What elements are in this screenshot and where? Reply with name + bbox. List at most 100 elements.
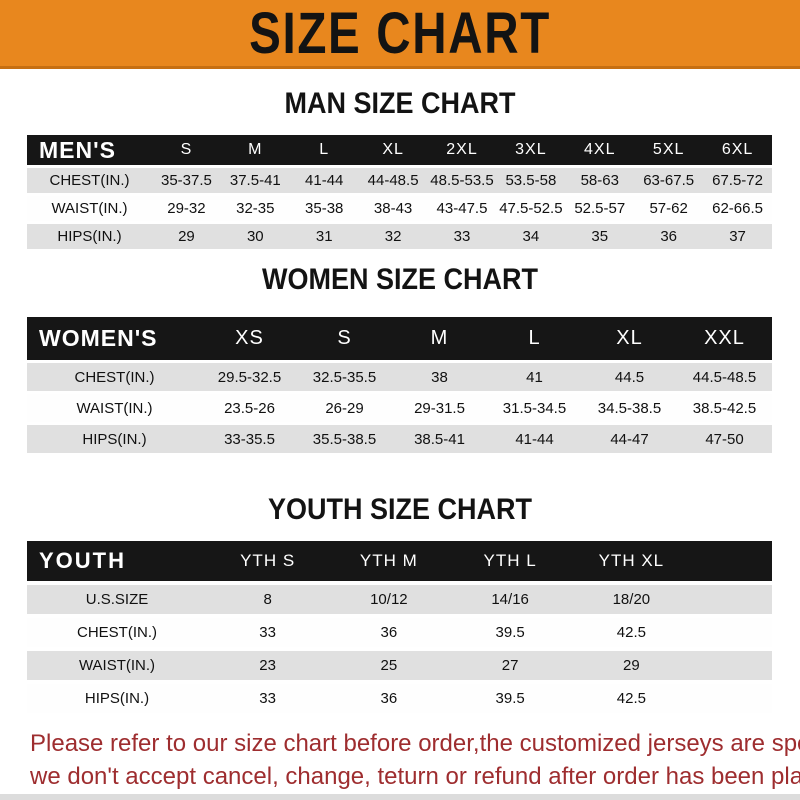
cell-value: 31.5-34.5 — [502, 399, 567, 417]
bottom-edge-strip — [0, 794, 800, 800]
banner: SIZE CHART — [0, 0, 800, 69]
cell-value: 41-44 — [305, 172, 344, 189]
size-column-header: S — [337, 327, 352, 349]
table-group-label: WOMEN'S — [39, 325, 158, 351]
cell-value: 62-66.5 — [712, 200, 763, 217]
cell-value: 42.5 — [616, 690, 646, 707]
section-women: WOMEN SIZE CHART WOMEN'S XS S M L XL XXL CHEST(… — [0, 262, 800, 453]
size-column-header: 5XL — [652, 141, 685, 158]
size-column-header: L — [528, 327, 541, 349]
table-header-bar: WOMEN'S XS S M L XL XXL — [27, 317, 772, 360]
cell-value: 29.5-32.5 — [217, 368, 282, 386]
cell-value: 29-32 — [167, 200, 206, 217]
row-label: CHEST(IN.) — [74, 368, 155, 386]
cell-value: 52.5-57 — [574, 200, 626, 217]
row-label: WAIST(IN.) — [51, 200, 128, 217]
row-label: HIPS(IN.) — [57, 228, 122, 245]
cell-value: 57-62 — [649, 200, 688, 217]
cell-value: 36 — [660, 228, 677, 245]
youth-size-table: YOUTH YTH S YTH M YTH L YTH XL U.S.SIZE 8 10/12… — [27, 541, 772, 713]
size-column-header: YTH S — [240, 551, 296, 570]
table-group-label: MEN'S — [39, 136, 116, 163]
size-column-header: M — [248, 141, 263, 158]
cell-value: 35-37.5 — [161, 172, 212, 189]
size-column-header: YTH L — [483, 551, 537, 570]
cell-value: 39.5 — [495, 690, 525, 707]
cell-value: 35.5-38.5 — [312, 430, 377, 448]
cell-value: 34.5-38.5 — [597, 399, 662, 417]
table-row: U.S.SIZE 8 10/12 14/16 18/20 — [27, 585, 772, 614]
cell-value: 32-35 — [236, 200, 275, 217]
table-row: WAIST(IN.) 29-32 32-35 35-38 38-43 43-47.5 47.… — [27, 196, 772, 221]
cell-value: 48.5-53.5 — [430, 172, 494, 189]
cell-value: 38-43 — [373, 200, 413, 217]
women-section-heading: WOMEN SIZE CHART — [262, 263, 538, 296]
men-size-table: MEN'S S M L XL 2XL 3XL 4XL 5XL 6XL CHEST(IN.) 35-37… — [27, 135, 772, 249]
row-label: CHEST(IN.) — [77, 624, 157, 641]
cell-value: 41 — [526, 368, 543, 386]
table-group-label: YOUTH — [39, 548, 126, 573]
footer-note-line1: Please refer to our size chart before or… — [30, 730, 800, 757]
size-column-header: YTH XL — [598, 551, 665, 570]
size-column-header: 2XL — [446, 141, 478, 158]
section-men: MAN SIZE CHART MEN'S S M L XL 2XL 3XL 4XL 5XL 6XL… — [0, 86, 800, 249]
cell-value: 41-44 — [515, 430, 554, 448]
men-section-heading: MAN SIZE CHART — [284, 87, 516, 120]
youth-section-heading: YOUTH SIZE CHART — [267, 493, 533, 526]
cell-value: 23.5-26 — [224, 399, 275, 417]
cell-value: 47-50 — [705, 430, 744, 448]
cell-value: 43-47.5 — [436, 200, 488, 217]
cell-value: 67.5-72 — [712, 172, 763, 189]
size-column-header: 4XL — [584, 141, 616, 158]
cell-value: 58-63 — [580, 172, 619, 189]
cell-value: 29 — [178, 228, 195, 245]
cell-value: 37.5-41 — [229, 172, 281, 189]
cell-value: 42.5 — [616, 624, 646, 641]
footer-note-line2: we don't accept cancel, change, teturn o… — [30, 763, 800, 790]
cell-value: 27 — [501, 657, 519, 674]
size-column-header: XXL — [704, 327, 745, 349]
cell-value: 44.5-48.5 — [692, 368, 757, 386]
cell-value: 25 — [380, 657, 398, 674]
cell-value: 38.5-41 — [414, 430, 465, 448]
table-row: HIPS(IN.) 33-35.5 35.5-38.5 38.5-41 41-44 44-… — [27, 425, 772, 453]
cell-value: 34 — [522, 228, 540, 245]
footer-note: Please refer to our size chart before or… — [0, 727, 800, 793]
cell-value: 33 — [259, 690, 276, 707]
row-label: WAIST(IN.) — [76, 399, 153, 417]
row-label: WAIST(IN.) — [78, 657, 156, 674]
table-header-bar: MEN'S S M L XL 2XL 3XL 4XL 5XL 6XL — [27, 135, 772, 165]
cell-value: 32.5-35.5 — [312, 368, 377, 386]
row-label: CHEST(IN.) — [49, 172, 130, 189]
cell-value: 38.5-42.5 — [692, 399, 757, 417]
size-column-header: M — [430, 327, 449, 349]
cell-value: 8 — [263, 591, 272, 608]
row-label: HIPS(IN.) — [82, 430, 147, 448]
size-column-header: 3XL — [515, 141, 547, 158]
table-row: CHEST(IN.) 29.5-32.5 32.5-35.5 38 41 44.5 44.5… — [27, 363, 772, 391]
cell-value: 63-67.5 — [643, 172, 695, 189]
cell-value: 35 — [591, 228, 609, 245]
table-row: WAIST(IN.) 23.5-26 26-29 29-31.5 31.5-34.5 34… — [27, 394, 772, 422]
table-row: WAIST(IN.) 23 25 27 29 — [27, 651, 772, 680]
size-column-header: 6XL — [721, 141, 754, 158]
size-column-header: XS — [235, 327, 264, 349]
table-header-bar: YOUTH YTH S YTH M YTH L YTH XL — [27, 541, 772, 581]
table-row: CHEST(IN.) 35-37.5 37.5-41 41-44 44-48.5 48.5… — [27, 168, 772, 193]
size-column-header: S — [180, 141, 193, 158]
cell-value: 29 — [623, 657, 640, 674]
women-size-table: WOMEN'S XS S M L XL XXL CHEST(IN.) 29.5-32.5 32.5… — [27, 317, 772, 453]
cell-value: 33-35.5 — [224, 430, 275, 448]
cell-value: 36 — [380, 624, 398, 641]
row-label: HIPS(IN.) — [84, 690, 150, 707]
cell-value: 10/12 — [370, 591, 408, 608]
cell-value: 37 — [729, 228, 746, 245]
cell-value: 23 — [259, 657, 276, 674]
cell-value: 36 — [380, 690, 398, 707]
cell-value: 32 — [384, 228, 402, 245]
table-row: HIPS(IN.) 33 36 39.5 42.5 — [27, 684, 772, 713]
row-label: U.S.SIZE — [85, 591, 149, 608]
cell-value: 38 — [431, 368, 448, 386]
cell-value: 29-31.5 — [414, 399, 465, 417]
